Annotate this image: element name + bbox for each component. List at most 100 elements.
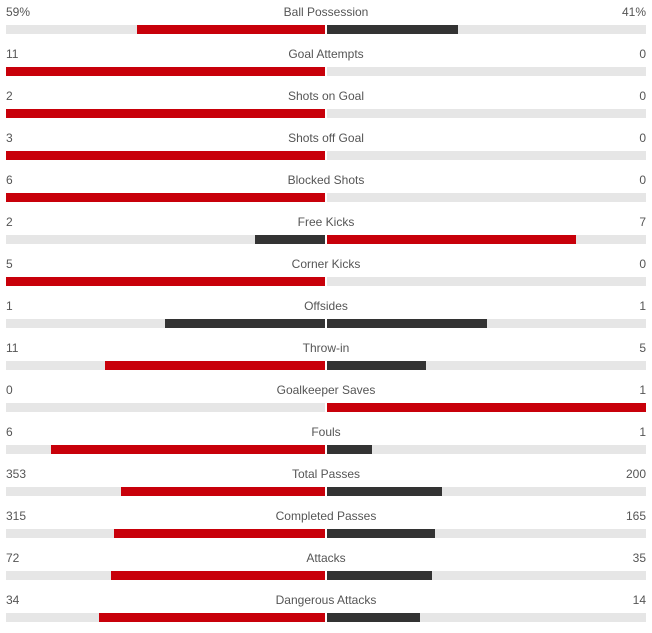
home-value: 0	[6, 383, 13, 397]
stat-values: 72 Attacks 35	[6, 549, 646, 567]
away-bar-fill	[327, 319, 487, 328]
away-bar-track	[327, 109, 646, 118]
away-value: 0	[639, 47, 646, 61]
home-bar-fill	[6, 193, 325, 202]
home-bar-fill	[6, 109, 325, 118]
home-value: 11	[6, 47, 19, 61]
away-bar-track	[327, 445, 646, 454]
away-value: 14	[632, 593, 646, 607]
stat-row: 0 Goalkeeper Saves 1	[6, 381, 646, 423]
stat-bar	[6, 235, 646, 244]
stat-name: Ball Possession	[283, 5, 369, 19]
away-bar-fill	[327, 613, 420, 622]
home-value: 34	[6, 593, 20, 607]
away-bar-track	[327, 25, 646, 34]
away-bar-fill	[327, 361, 426, 370]
stat-row: 2 Free Kicks 7	[6, 213, 646, 255]
home-bar-track	[6, 487, 325, 496]
away-bar-track	[327, 613, 646, 622]
home-value: 353	[6, 467, 27, 481]
stat-row: 2 Shots on Goal 0	[6, 87, 646, 129]
stat-bar	[6, 613, 646, 622]
away-bar-track	[327, 319, 646, 328]
stat-bar	[6, 571, 646, 580]
stat-row: 72 Attacks 35	[6, 549, 646, 591]
stat-row: 353 Total Passes 200	[6, 465, 646, 507]
home-bar-track	[6, 571, 325, 580]
home-bar-track	[6, 67, 325, 76]
away-value: 1	[639, 425, 646, 439]
stat-bar	[6, 361, 646, 370]
home-value: 1	[6, 299, 13, 313]
stat-bar	[6, 25, 646, 34]
stat-row: 34 Dangerous Attacks 14	[6, 591, 646, 633]
home-bar-track	[6, 361, 325, 370]
away-bar-fill	[327, 25, 458, 34]
away-value: 0	[639, 257, 646, 271]
stat-bar	[6, 109, 646, 118]
away-bar-track	[327, 277, 646, 286]
away-bar-track	[327, 571, 646, 580]
stat-bar	[6, 277, 646, 286]
home-value: 3	[6, 131, 13, 145]
stat-name: Attacks	[306, 551, 346, 565]
home-bar-fill	[105, 361, 325, 370]
home-bar-fill	[6, 151, 325, 160]
home-bar-track	[6, 613, 325, 622]
home-value: 315	[6, 509, 27, 523]
stat-name: Corner Kicks	[291, 257, 361, 271]
home-bar-track	[6, 277, 325, 286]
home-bar-track	[6, 235, 325, 244]
away-value: 1	[639, 383, 646, 397]
away-bar-track	[327, 487, 646, 496]
stat-name: Shots on Goal	[287, 89, 365, 103]
home-bar-track	[6, 25, 325, 34]
stat-name: Free Kicks	[297, 215, 355, 229]
stat-bar	[6, 319, 646, 328]
home-value: 2	[6, 89, 13, 103]
stat-name: Blocked Shots	[287, 173, 365, 187]
stat-values: 2 Free Kicks 7	[6, 213, 646, 231]
home-bar-fill	[165, 319, 325, 328]
stat-values: 6 Blocked Shots 0	[6, 171, 646, 189]
stat-bar	[6, 151, 646, 160]
home-bar-fill	[111, 571, 325, 580]
home-bar-track	[6, 403, 325, 412]
stat-row: 6 Blocked Shots 0	[6, 171, 646, 213]
home-value: 2	[6, 215, 13, 229]
stat-row: 315 Completed Passes 165	[6, 507, 646, 549]
home-bar-track	[6, 445, 325, 454]
home-bar-fill	[51, 445, 325, 454]
away-bar-fill	[327, 571, 432, 580]
home-bar-track	[6, 109, 325, 118]
stat-row: 1 Offsides 1	[6, 297, 646, 339]
stat-values: 315 Completed Passes 165	[6, 507, 646, 525]
stat-name: Shots off Goal	[288, 131, 364, 145]
stat-row: 11 Throw-in 5	[6, 339, 646, 381]
home-value: 11	[6, 341, 19, 355]
stat-values: 59% Ball Possession 41%	[6, 3, 646, 21]
away-bar-track	[327, 529, 646, 538]
home-bar-track	[6, 529, 325, 538]
away-value: 7	[639, 215, 646, 229]
home-bar-fill	[137, 25, 325, 34]
stat-name: Throw-in	[302, 341, 350, 355]
stat-values: 6 Fouls 1	[6, 423, 646, 441]
home-bar-fill	[6, 277, 325, 286]
away-bar-track	[327, 67, 646, 76]
away-bar-track	[327, 151, 646, 160]
home-value: 6	[6, 425, 13, 439]
away-value: 5	[639, 341, 646, 355]
stat-name: Total Passes	[291, 467, 361, 481]
away-value: 0	[639, 173, 646, 187]
stat-values: 5 Corner Kicks 0	[6, 255, 646, 273]
home-bar-fill	[121, 487, 325, 496]
stat-values: 11 Goal Attempts 0	[6, 45, 646, 63]
away-value: 200	[625, 467, 646, 481]
stat-row: 59% Ball Possession 41%	[6, 3, 646, 45]
stat-bar	[6, 529, 646, 538]
stat-values: 353 Total Passes 200	[6, 465, 646, 483]
home-bar-track	[6, 151, 325, 160]
stat-values: 1 Offsides 1	[6, 297, 646, 315]
away-value: 41%	[621, 5, 646, 19]
